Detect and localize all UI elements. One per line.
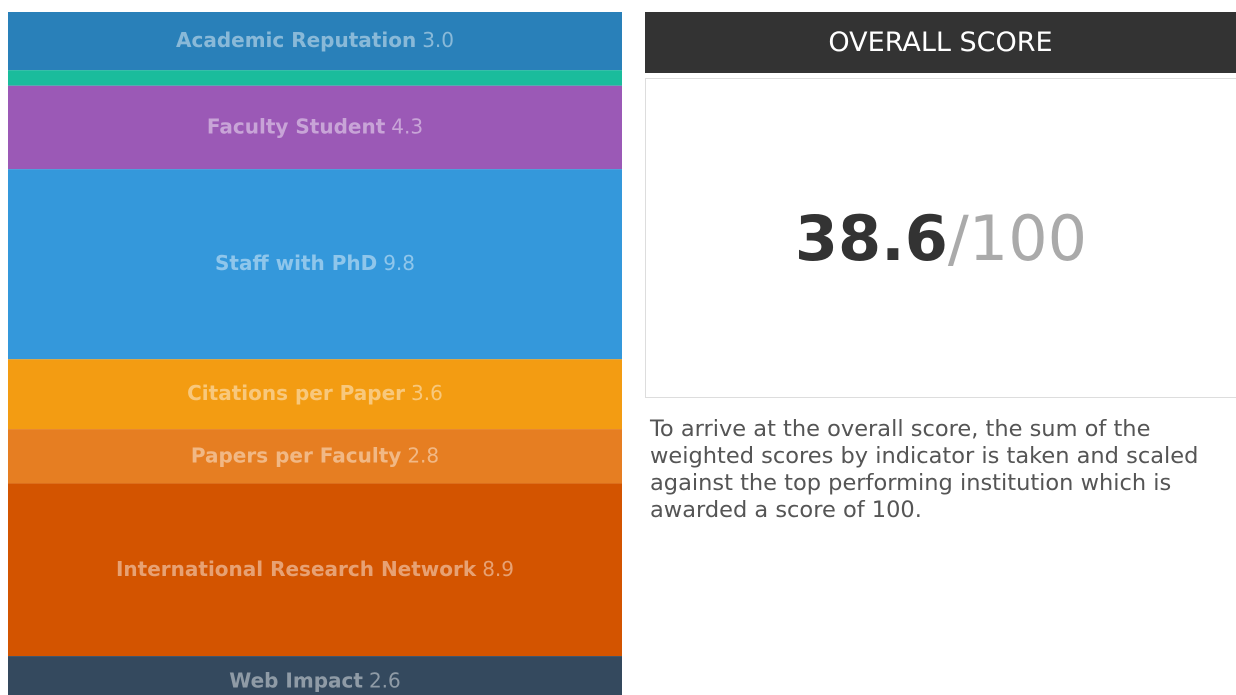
segment-label: Web Impact 2.6 [229,668,401,692]
panel-header: OVERALL SCORE [645,12,1236,73]
score-max: /100 [947,201,1088,275]
bar-segment [8,70,622,86]
bar-segment [8,359,622,430]
bar-segment [8,12,622,71]
bar-segment [8,169,622,360]
segment-label: Academic Reputation 3.0 [176,28,454,52]
segment-name: International Research Network [116,556,477,580]
segment-name: Faculty Student [207,114,386,138]
bar-segment [8,429,622,484]
description: To arrive at the overall score, the sum … [650,416,1199,523]
segment-value: 2.8 [407,443,439,467]
segment-label: Papers per Faculty 2.8 [191,443,439,467]
segment-name: Citations per Paper [187,381,405,405]
segment-name: Web Impact [229,668,363,692]
bar-segment [8,85,622,170]
segment-value: 8.9 [482,556,514,580]
segment-label: Citations per Paper 3.6 [187,381,443,405]
segment-label: International Research Network 8.9 [116,556,514,580]
bar-segment [8,483,622,657]
segment-value: 2.6 [369,668,401,692]
segment-value: 3.6 [411,381,443,405]
segment-value: 9.8 [383,251,415,275]
score-box: 38.6/100 [645,78,1236,398]
score: 38.6 [794,201,948,275]
segment-name: Papers per Faculty [191,443,401,467]
segment-label: Faculty Student 4.3 [207,114,423,138]
segment-name: Staff with PhD [215,251,377,275]
segment-value: 4.3 [391,114,423,138]
segment-value: 3.0 [422,28,454,52]
bar-segment [8,656,622,695]
segment-name: Academic Reputation [176,28,416,52]
indicator-bars: Academic Reputation 3.0 Faculty Student 4.3… [8,12,622,695]
segment-label: Staff with PhD 9.8 [215,251,415,275]
